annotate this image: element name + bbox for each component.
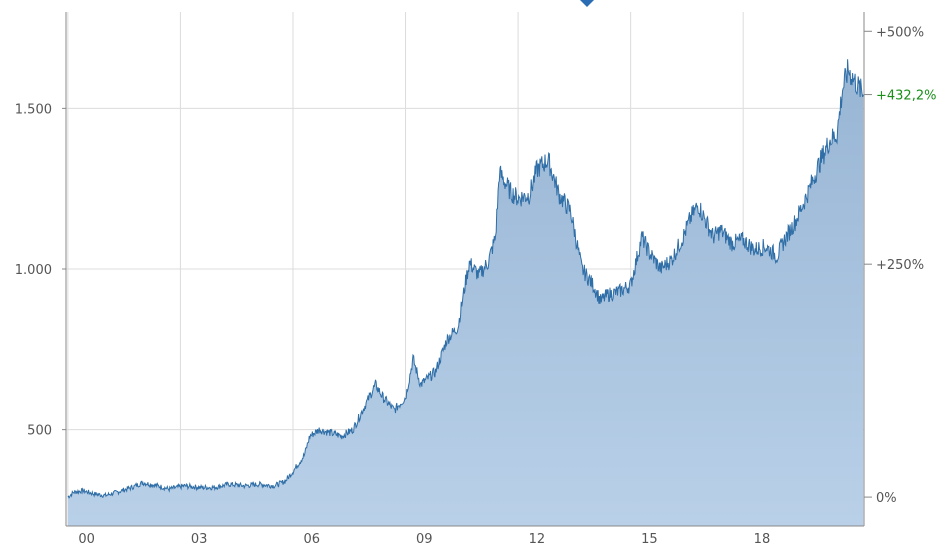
x-tick-label: 12 bbox=[529, 532, 546, 547]
x-tick-label: 03 bbox=[191, 532, 208, 547]
range-handle-icon[interactable] bbox=[580, 0, 594, 7]
x-tick-label: 15 bbox=[641, 532, 658, 547]
series-area bbox=[67, 59, 864, 527]
axes bbox=[62, 12, 872, 527]
current-change-label: +432,2% bbox=[876, 89, 936, 104]
y-tick-label: 1.000 bbox=[15, 263, 52, 278]
x-tick-label: 00 bbox=[78, 532, 95, 547]
series-line bbox=[67, 59, 864, 499]
x-tick-label: 06 bbox=[303, 532, 320, 547]
x-tick-label: 09 bbox=[416, 532, 433, 547]
right-tick-label: +500% bbox=[876, 25, 924, 40]
right-tick-label: 0% bbox=[876, 491, 897, 506]
markers bbox=[580, 0, 594, 7]
y-tick-label: 500 bbox=[27, 424, 52, 439]
tick-labels: 00 03 06 09 12 15 18 500 1.000 1.500 0% +250% +500% +… bbox=[15, 25, 937, 547]
area-layer bbox=[67, 59, 864, 527]
right-tick-label: +250% bbox=[876, 258, 924, 273]
x-tick-label: 18 bbox=[754, 532, 771, 547]
y-tick-label: 1.500 bbox=[15, 102, 52, 117]
